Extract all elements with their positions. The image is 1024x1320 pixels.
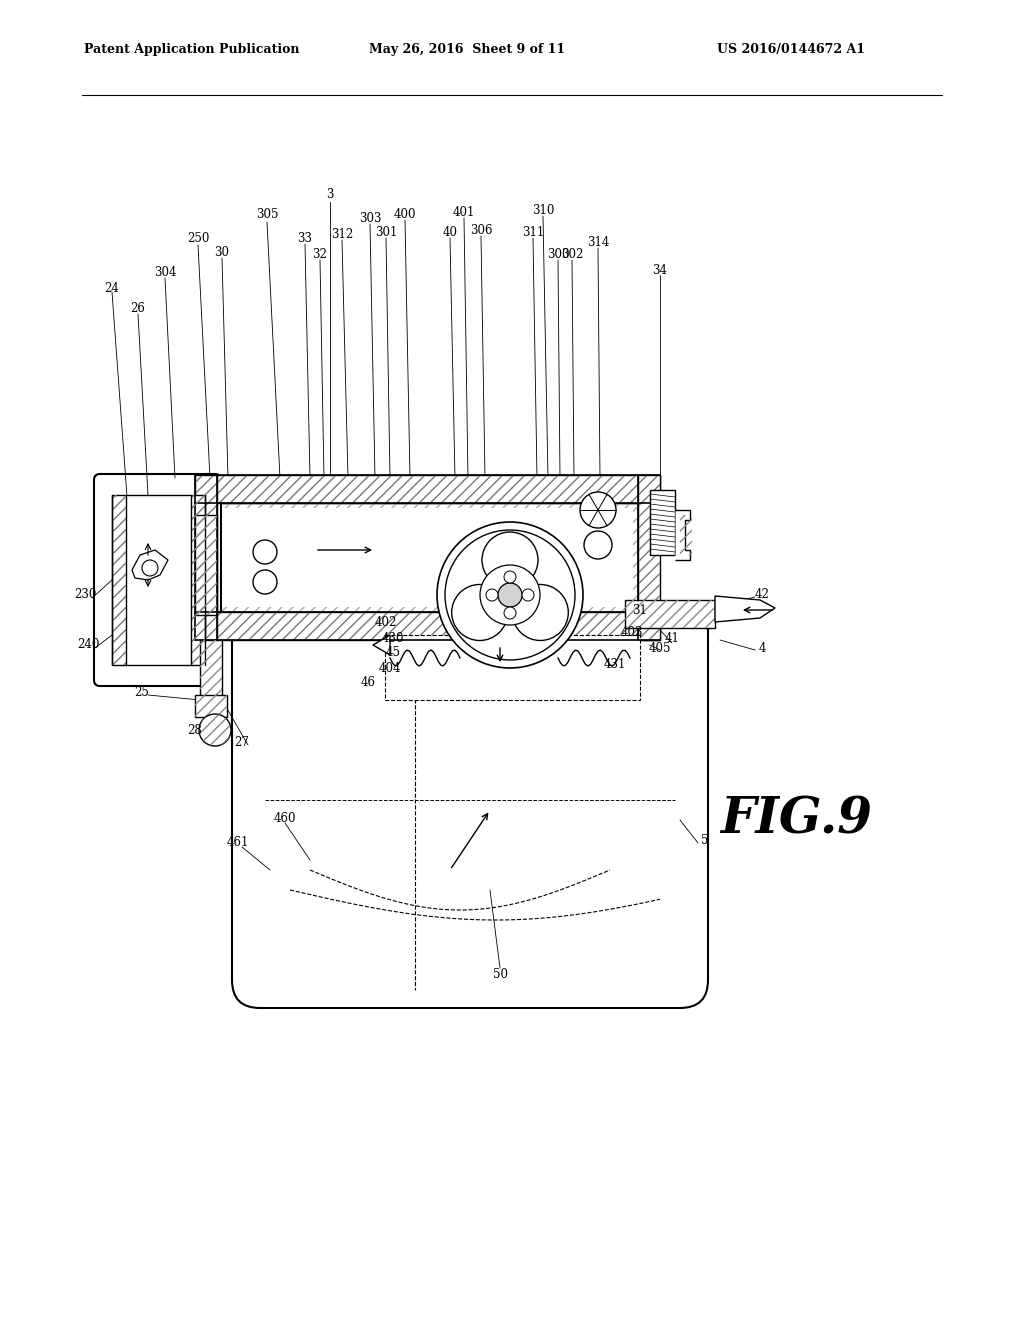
Text: 34: 34: [652, 264, 668, 276]
Circle shape: [253, 570, 278, 594]
Bar: [195, 612, 660, 640]
Text: 28: 28: [187, 723, 203, 737]
Text: 403: 403: [621, 626, 643, 639]
Text: 460: 460: [273, 812, 296, 825]
Text: 32: 32: [312, 248, 328, 261]
Bar: [191, 495, 205, 665]
Text: 312: 312: [331, 228, 353, 242]
Text: 250: 250: [186, 231, 209, 244]
Text: 5: 5: [701, 833, 709, 846]
Circle shape: [480, 565, 540, 624]
Circle shape: [504, 607, 516, 619]
Text: 303: 303: [358, 211, 381, 224]
Bar: [195, 475, 660, 503]
Bar: [217, 503, 638, 612]
Circle shape: [437, 521, 583, 668]
Text: 311: 311: [522, 226, 544, 239]
Circle shape: [486, 589, 498, 601]
Text: 300: 300: [547, 248, 569, 261]
Bar: [195, 696, 227, 717]
Text: 25: 25: [134, 685, 150, 698]
Circle shape: [584, 531, 612, 558]
Circle shape: [498, 583, 522, 607]
Circle shape: [199, 714, 231, 746]
Circle shape: [522, 589, 534, 601]
Text: 50: 50: [493, 969, 508, 982]
Text: 405: 405: [649, 642, 672, 655]
Text: May 26, 2016  Sheet 9 of 11: May 26, 2016 Sheet 9 of 11: [369, 42, 565, 55]
Text: FIG.9: FIG.9: [720, 796, 872, 845]
Circle shape: [504, 572, 516, 583]
Bar: [625, 601, 715, 628]
Circle shape: [512, 585, 568, 640]
Text: 305: 305: [256, 209, 279, 222]
Polygon shape: [675, 510, 690, 560]
Bar: [195, 696, 227, 717]
Circle shape: [445, 531, 575, 660]
Text: 314: 314: [587, 235, 609, 248]
Bar: [200, 640, 222, 700]
Text: 431: 431: [604, 659, 627, 672]
Text: US 2016/0144672 A1: US 2016/0144672 A1: [717, 42, 865, 55]
Bar: [217, 503, 638, 612]
Bar: [385, 635, 640, 700]
Text: 400: 400: [394, 209, 416, 222]
Text: 302: 302: [561, 248, 584, 261]
Text: 45: 45: [385, 645, 400, 659]
Circle shape: [580, 492, 616, 528]
Bar: [195, 475, 660, 503]
FancyBboxPatch shape: [232, 602, 708, 1008]
Text: 31: 31: [633, 603, 647, 616]
Text: 304: 304: [154, 265, 176, 279]
Polygon shape: [132, 550, 168, 579]
Text: Patent Application Publication: Patent Application Publication: [84, 42, 299, 55]
Text: 230: 230: [74, 589, 96, 602]
Text: 461: 461: [226, 836, 249, 849]
Circle shape: [452, 585, 508, 640]
Bar: [222, 508, 633, 607]
Text: 41: 41: [665, 631, 680, 644]
Text: 46: 46: [360, 676, 376, 689]
Text: 30: 30: [214, 246, 229, 259]
Circle shape: [142, 560, 158, 576]
Text: 42: 42: [755, 589, 769, 602]
Bar: [650, 490, 675, 554]
Text: 26: 26: [131, 301, 145, 314]
Bar: [200, 640, 222, 700]
Circle shape: [253, 540, 278, 564]
Text: 306: 306: [470, 223, 493, 236]
Bar: [195, 515, 217, 615]
Text: 301: 301: [375, 226, 397, 239]
Text: 430: 430: [382, 631, 404, 644]
Bar: [638, 475, 660, 640]
Text: 40: 40: [442, 226, 458, 239]
Bar: [112, 495, 126, 665]
Text: 240: 240: [77, 639, 99, 652]
Text: 27: 27: [234, 735, 250, 748]
Text: 404: 404: [379, 661, 401, 675]
Circle shape: [482, 532, 538, 587]
Bar: [112, 495, 205, 665]
Text: 402: 402: [375, 615, 397, 628]
Bar: [195, 612, 660, 640]
Text: 4: 4: [758, 642, 766, 655]
Bar: [625, 601, 715, 628]
FancyBboxPatch shape: [94, 474, 221, 686]
Bar: [195, 475, 217, 640]
Bar: [195, 475, 217, 640]
Bar: [638, 475, 660, 640]
Text: 3: 3: [327, 189, 334, 202]
Text: 33: 33: [298, 231, 312, 244]
Text: 401: 401: [453, 206, 475, 219]
Polygon shape: [715, 597, 775, 622]
Polygon shape: [373, 635, 390, 655]
Text: 24: 24: [104, 281, 120, 294]
Bar: [195, 515, 217, 615]
Text: 310: 310: [531, 203, 554, 216]
Bar: [680, 515, 692, 554]
